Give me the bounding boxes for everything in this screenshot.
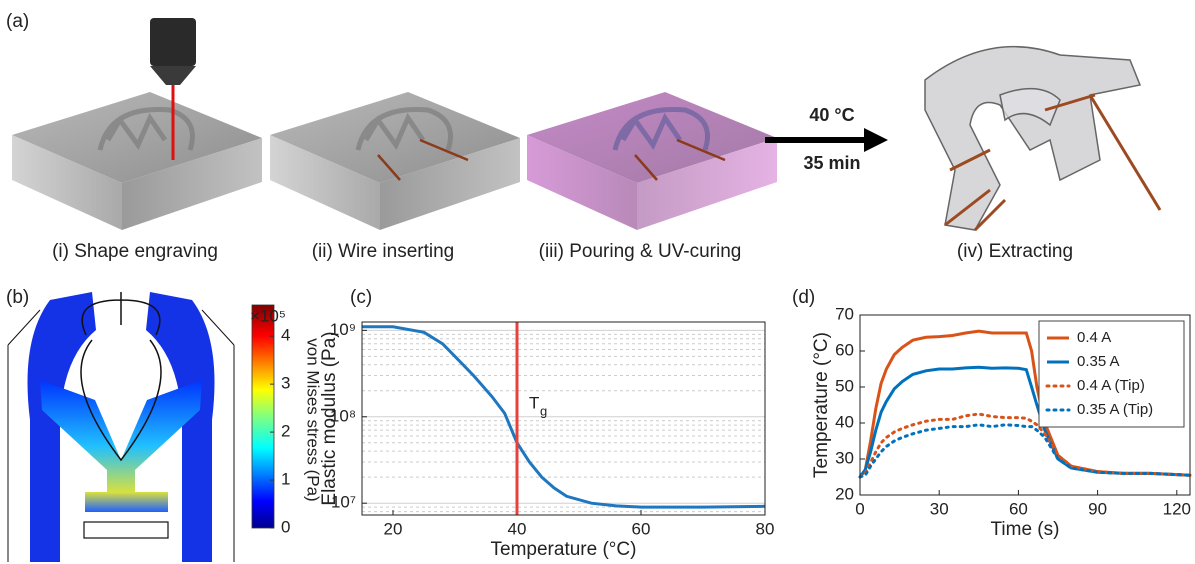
panel-label: (d) (792, 287, 815, 308)
panel-label: (a) (6, 11, 29, 32)
x-tick-label: 40 (508, 519, 527, 538)
colorbar-tick-label: 4 (281, 326, 290, 345)
x-tick-label: 0 (855, 499, 864, 518)
y-tick-label: 20 (835, 484, 854, 503)
block-wire (270, 92, 520, 230)
x-tick-label: 30 (930, 499, 949, 518)
x-tick-label: 60 (1009, 499, 1028, 518)
step-label: (ii) Wire inserting (312, 241, 455, 262)
plot-area (362, 322, 765, 515)
x-tick-label: 80 (756, 519, 775, 538)
y-tick-label: 50 (835, 376, 854, 395)
step-label: (i) Shape engraving (52, 241, 218, 262)
y-tick-label: 30 (835, 448, 854, 467)
colorbar-tick-label: 0 (281, 517, 290, 536)
colorbar-tick-label: 1 (281, 470, 290, 489)
legend-label: 0.4 A (Tip) (1077, 377, 1145, 394)
x-tick-label: 60 (632, 519, 651, 538)
step-label: (iv) Extracting (957, 241, 1073, 262)
x-tick-label: 90 (1088, 499, 1107, 518)
y-axis-label: Elastic modulus (Pa) (319, 331, 340, 505)
x-tick-label: 120 (1163, 499, 1191, 518)
x-axis-label: Temperature (°C) (491, 539, 637, 560)
figure: (a) (b) (c) (d) 40 °C 35 min (i) Shape e… (0, 0, 1195, 564)
step-label: (iii) Pouring & UV-curing (539, 241, 742, 262)
panel-label: (c) (350, 287, 372, 308)
block-pouring (527, 92, 777, 230)
colorbar-tick-label: 3 (281, 374, 290, 393)
x-axis-label: Time (s) (991, 519, 1060, 540)
legend-label: 0.4 A (1077, 329, 1111, 346)
annotation: T (529, 393, 539, 412)
x-tick-label: 20 (384, 519, 403, 538)
y-tick-label: 60 (835, 340, 854, 359)
y-axis-label: Temperature (°C) (811, 332, 832, 478)
annotation-sub: g (540, 403, 547, 418)
block-engraving (12, 18, 262, 230)
extracted-part (925, 47, 1160, 230)
arrow-label: 35 min (803, 153, 860, 173)
colorbar-gradient (252, 305, 274, 528)
arrow-label: 40 °C (809, 105, 854, 125)
colorbar-multiplier: ×10⁵ (250, 306, 286, 325)
legend-label: 0.35 A (Tip) (1077, 401, 1153, 418)
legend-label: 0.35 A (1077, 353, 1120, 370)
stress-field (8, 292, 234, 562)
y-tick-label: 70 (835, 304, 854, 323)
colorbar-tick-label: 2 (281, 422, 290, 441)
panel-label: (b) (6, 287, 29, 308)
process-arrow: 40 °C 35 min (765, 105, 888, 173)
y-tick-label: 40 (835, 412, 854, 431)
